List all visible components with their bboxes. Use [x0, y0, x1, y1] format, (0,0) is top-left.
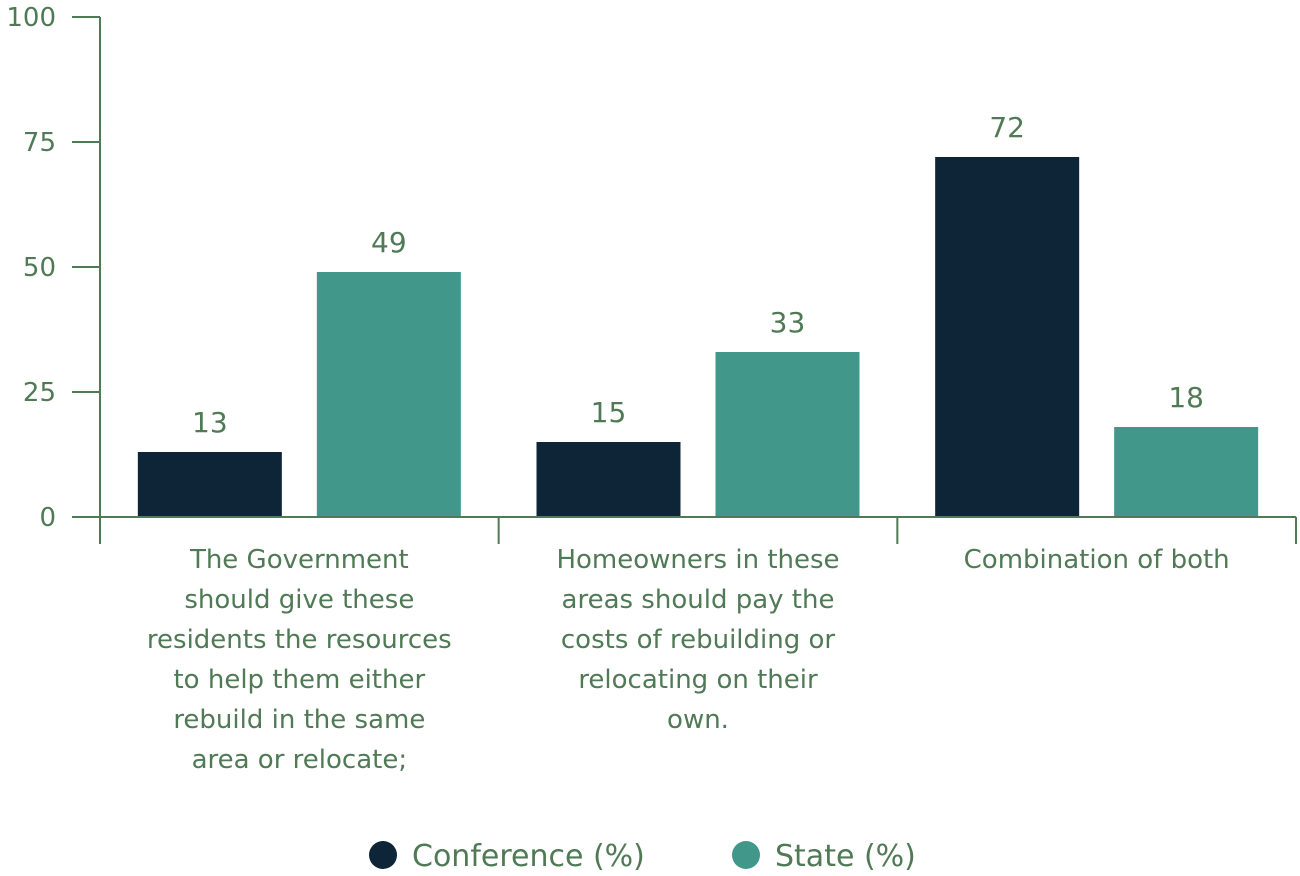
- category-label-1: Homeowners in these areas should pay the c…: [556, 545, 839, 735]
- bar-conference-1: [536, 442, 681, 517]
- data-label-state-2: 18: [1168, 381, 1204, 414]
- category-label-line: rebuild in the same: [173, 705, 425, 735]
- data-label-conference-1: 15: [591, 396, 627, 429]
- category-label-line: residents the resources: [147, 625, 452, 655]
- y-tick-label-3: 75: [23, 128, 56, 158]
- category-label-line: costs of rebuilding or: [561, 625, 836, 655]
- data-label-state-0: 49: [371, 226, 407, 259]
- category-label-line: The Government: [189, 545, 409, 575]
- y-tick-label-4: 100: [6, 3, 56, 33]
- category-label-line: area or relocate;: [192, 745, 408, 775]
- data-label-conference-2: 72: [989, 111, 1025, 144]
- legend-label-state: State (%): [775, 839, 916, 874]
- legend-label-conference: Conference (%): [412, 839, 645, 874]
- data-labels-group: 13 49 15 33 72 18: [192, 111, 1204, 439]
- bar-state-0: [316, 272, 461, 517]
- legend-swatch-state: [732, 841, 760, 869]
- category-label-line: own.: [667, 705, 729, 735]
- category-label-line: Combination of both: [964, 545, 1230, 575]
- category-label-2: Combination of both: [964, 545, 1230, 575]
- bar-state-1: [715, 352, 860, 517]
- category-label-line: to help them either: [173, 665, 425, 695]
- y-tick-labels-group: 0 25 50 75 100: [6, 3, 56, 533]
- y-tick-label-0: 0: [39, 503, 56, 533]
- bar-state-2: [1114, 427, 1259, 517]
- category-label-line: relocating on their: [578, 665, 818, 695]
- category-label-0: The Government should give these residents…: [147, 545, 452, 775]
- category-label-line: Homeowners in these: [556, 545, 839, 575]
- category-label-line: areas should pay the: [562, 585, 835, 615]
- bar-conference-2: [935, 157, 1080, 517]
- bars-group: [137, 157, 1259, 517]
- legend: Conference (%) State (%): [369, 839, 916, 874]
- y-tick-label-2: 50: [23, 253, 56, 283]
- data-label-state-1: 33: [770, 306, 806, 339]
- category-label-line: should give these: [184, 585, 414, 615]
- axes-group: [72, 16, 1297, 544]
- bar-conference-0: [137, 452, 282, 517]
- category-labels-group: The Government should give these residents…: [147, 545, 1230, 775]
- legend-swatch-conference: [369, 841, 397, 869]
- y-tick-label-1: 25: [23, 378, 56, 408]
- data-label-conference-0: 13: [192, 406, 228, 439]
